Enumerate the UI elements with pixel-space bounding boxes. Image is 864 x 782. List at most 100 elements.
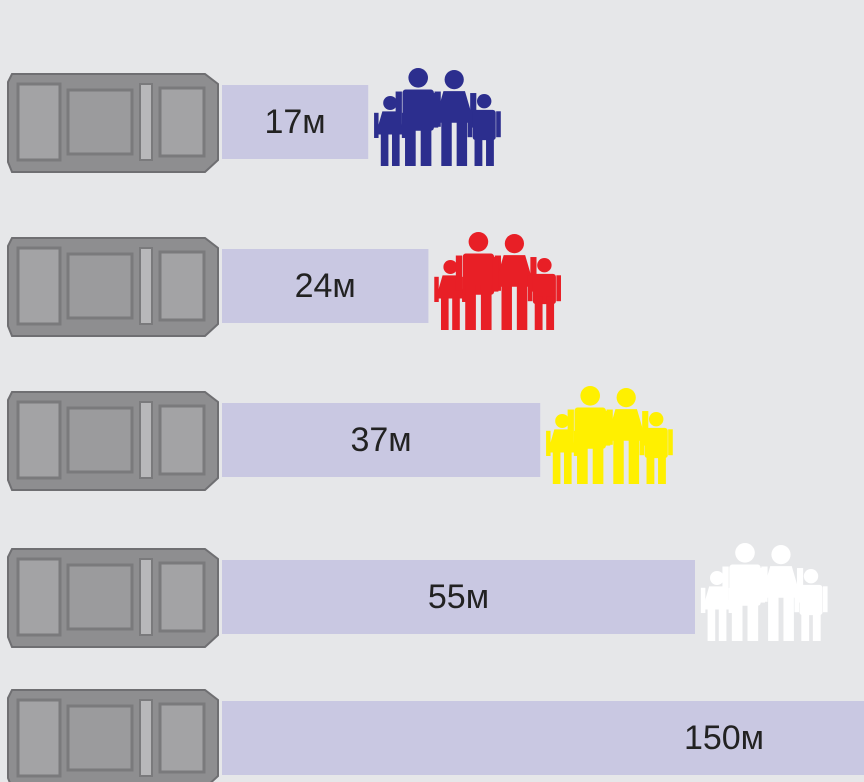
- icon-head: [443, 260, 457, 274]
- icon-arm: [468, 111, 473, 137]
- value-label: 17м: [264, 103, 325, 141]
- icon-arm: [374, 113, 378, 138]
- car-roof: [68, 90, 132, 154]
- car-roof: [68, 706, 132, 770]
- icon-leg: [564, 452, 572, 484]
- car-hood: [18, 84, 60, 160]
- icon-leg: [719, 609, 727, 641]
- icon-arm: [722, 567, 728, 602]
- icon-head: [383, 96, 397, 110]
- value-label: 37м: [350, 421, 411, 459]
- icon-leg: [748, 596, 759, 641]
- icon-leg: [813, 608, 821, 641]
- icon-leg: [441, 298, 449, 330]
- icon-arm: [432, 93, 438, 128]
- car-roof: [68, 408, 132, 472]
- car: [8, 690, 218, 782]
- icon-arm: [556, 275, 561, 301]
- icon-leg: [457, 122, 467, 166]
- icon-arm: [701, 588, 705, 613]
- car-hood: [18, 402, 60, 478]
- icon-arm: [492, 257, 498, 292]
- icon-leg: [658, 451, 666, 484]
- icon-leg: [535, 297, 543, 330]
- icon-head: [771, 545, 790, 564]
- icon-leg: [475, 133, 483, 166]
- icon-leg: [593, 439, 604, 484]
- chart: 17м 24м 37м 55м 150м: [0, 0, 864, 782]
- icon-leg: [517, 286, 527, 330]
- icon-head: [408, 68, 428, 88]
- icon-leg: [553, 452, 561, 484]
- car-window: [140, 402, 152, 478]
- car: [8, 238, 218, 336]
- icon-leg: [452, 298, 460, 330]
- car: [8, 392, 218, 490]
- icon-leg: [441, 122, 451, 166]
- value-label: 150м: [684, 719, 764, 757]
- icon-head: [617, 388, 636, 407]
- car-trunk: [160, 252, 204, 320]
- icon-leg: [465, 285, 476, 330]
- icon-head: [537, 258, 551, 272]
- icon-head: [445, 70, 464, 89]
- car: [8, 74, 218, 172]
- icon-leg: [546, 297, 554, 330]
- icon-leg: [421, 121, 432, 166]
- icon-leg: [708, 609, 716, 641]
- icon-head: [710, 571, 724, 585]
- icon-arm: [759, 568, 765, 603]
- car-window: [140, 248, 152, 324]
- icon-arm: [823, 586, 828, 612]
- car-roof: [68, 254, 132, 318]
- icon-head: [469, 232, 489, 252]
- icon-leg: [783, 597, 793, 641]
- icon-arm: [668, 429, 673, 455]
- icon-head: [649, 412, 663, 426]
- car-hood: [18, 559, 60, 635]
- icon-arm: [546, 431, 550, 456]
- icon-head: [580, 386, 600, 406]
- icon-arm: [396, 92, 402, 127]
- car-window: [140, 559, 152, 635]
- icon-arm: [434, 277, 438, 302]
- icon-arm: [528, 275, 533, 301]
- icon-leg: [392, 134, 400, 166]
- icon-leg: [501, 286, 511, 330]
- car-trunk: [160, 563, 204, 631]
- icon-leg: [381, 134, 389, 166]
- car-trunk: [160, 406, 204, 474]
- car-trunk: [160, 704, 204, 772]
- car-window: [140, 84, 152, 160]
- icon-head: [555, 414, 569, 428]
- icon-leg: [613, 440, 623, 484]
- icon-head: [505, 234, 524, 253]
- icon-leg: [732, 596, 743, 641]
- icon-arm: [640, 429, 645, 455]
- icon-arm: [568, 410, 574, 445]
- car-trunk: [160, 88, 204, 156]
- car-hood: [18, 248, 60, 324]
- icon-leg: [577, 439, 588, 484]
- icon-arm: [456, 256, 462, 291]
- car-window: [140, 700, 152, 776]
- icon-leg: [405, 121, 416, 166]
- icon-leg: [647, 451, 655, 484]
- icon-leg: [481, 285, 492, 330]
- icon-head: [735, 543, 755, 563]
- icon-leg: [486, 133, 494, 166]
- bar: [222, 701, 864, 775]
- icon-leg: [801, 608, 809, 641]
- car: [8, 549, 218, 647]
- car-hood: [18, 700, 60, 776]
- icon-leg: [629, 440, 639, 484]
- icon-arm: [794, 586, 799, 612]
- icon-leg: [768, 597, 778, 641]
- value-label: 24м: [295, 267, 356, 305]
- icon-head: [804, 569, 818, 583]
- icon-head: [477, 94, 491, 108]
- value-label: 55м: [428, 578, 489, 616]
- icon-arm: [604, 411, 610, 446]
- icon-arm: [496, 111, 501, 137]
- car-roof: [68, 565, 132, 629]
